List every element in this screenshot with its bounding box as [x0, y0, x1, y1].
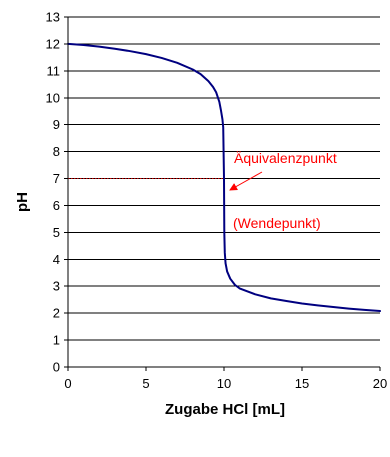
x-axis-title: Zugabe HCl [mL] [165, 401, 285, 418]
x-tick-label-10: 10 [217, 376, 231, 391]
y-tick-label-11: 11 [47, 63, 61, 78]
y-tick-label-6: 6 [53, 198, 60, 213]
x-tick-label-20: 20 [373, 376, 387, 391]
y-tick-label-7: 7 [53, 171, 60, 186]
y-tick-label-3: 3 [53, 279, 60, 294]
annotation-arrow [229, 171, 263, 191]
y-tick-label-2: 2 [53, 306, 60, 321]
y-tick-label-9: 9 [53, 117, 60, 132]
y-tick-label-13: 13 [46, 10, 60, 25]
y-axis-title: pH [14, 192, 31, 212]
y-tick-label-8: 8 [53, 144, 60, 159]
x-tick-label-15: 15 [295, 376, 309, 391]
series-group [67, 42, 381, 312]
annotation-inflection-point: (Wendepunkt) [233, 215, 321, 231]
annotation-equivalence-point: Äquivalenzpunkt [234, 150, 337, 166]
y-tick-label-10: 10 [46, 90, 60, 105]
x-tick-label-0: 0 [64, 376, 71, 391]
x-tick-labels: 0 5 10 15 20 [64, 376, 387, 391]
y-tick-label-0: 0 [53, 360, 60, 375]
y-tick-label-12: 12 [46, 36, 60, 51]
y-tick-label-1: 1 [53, 333, 60, 348]
y-tick-label-5: 5 [53, 225, 60, 240]
axes [67, 17, 381, 371]
y-tick-label-4: 4 [53, 252, 60, 267]
gridlines [64, 16, 380, 368]
titration-curve [67, 42, 381, 312]
x-tick-label-5: 5 [142, 376, 149, 391]
